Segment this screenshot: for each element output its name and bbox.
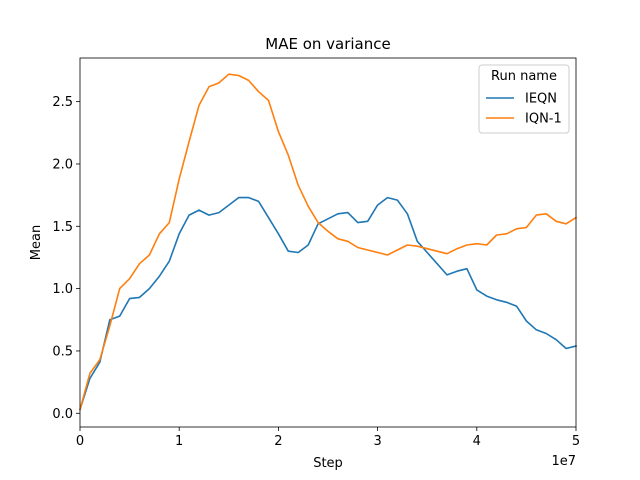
legend-label-ieqn: IEQN xyxy=(525,92,557,107)
x-tick-label: 3 xyxy=(373,434,381,449)
x-axis-offset-label: 1e7 xyxy=(551,454,576,469)
x-axis-label: Step xyxy=(313,456,343,471)
y-tick-label: 1.0 xyxy=(52,282,73,297)
y-tick-label: 2.0 xyxy=(52,157,73,172)
x-tick-label: 2 xyxy=(274,434,282,449)
x-tick-label: 0 xyxy=(76,434,84,449)
y-axis-label: Mean xyxy=(29,225,44,260)
legend: Run name IEQN IQN-1 xyxy=(478,64,570,134)
series-line-ieqn xyxy=(78,196,577,411)
x-tick-label: 1 xyxy=(175,434,183,449)
legend-items: IEQN IQN-1 xyxy=(486,92,562,127)
y-tick-label: 1.5 xyxy=(52,220,73,235)
plot-frame xyxy=(79,57,577,428)
y-tick-label: 0.0 xyxy=(52,407,73,422)
y-axis: 0.0 0.5 1.0 1.5 2.0 2.5 xyxy=(52,95,80,422)
legend-title: Run name xyxy=(491,69,557,84)
legend-label-iqn-1: IQN-1 xyxy=(525,112,562,127)
series-line-iqn-1 xyxy=(79,73,578,411)
chart-title: MAE on variance xyxy=(265,35,390,53)
x-tick-label: 4 xyxy=(473,434,481,449)
y-tick-label: 2.5 xyxy=(52,95,73,110)
legend-box xyxy=(478,64,570,134)
x-tick-label: 5 xyxy=(572,434,580,449)
y-tick-label: 0.5 xyxy=(52,344,73,359)
series-layer xyxy=(78,73,578,411)
x-axis: 0 1 2 3 4 5 xyxy=(76,427,580,449)
